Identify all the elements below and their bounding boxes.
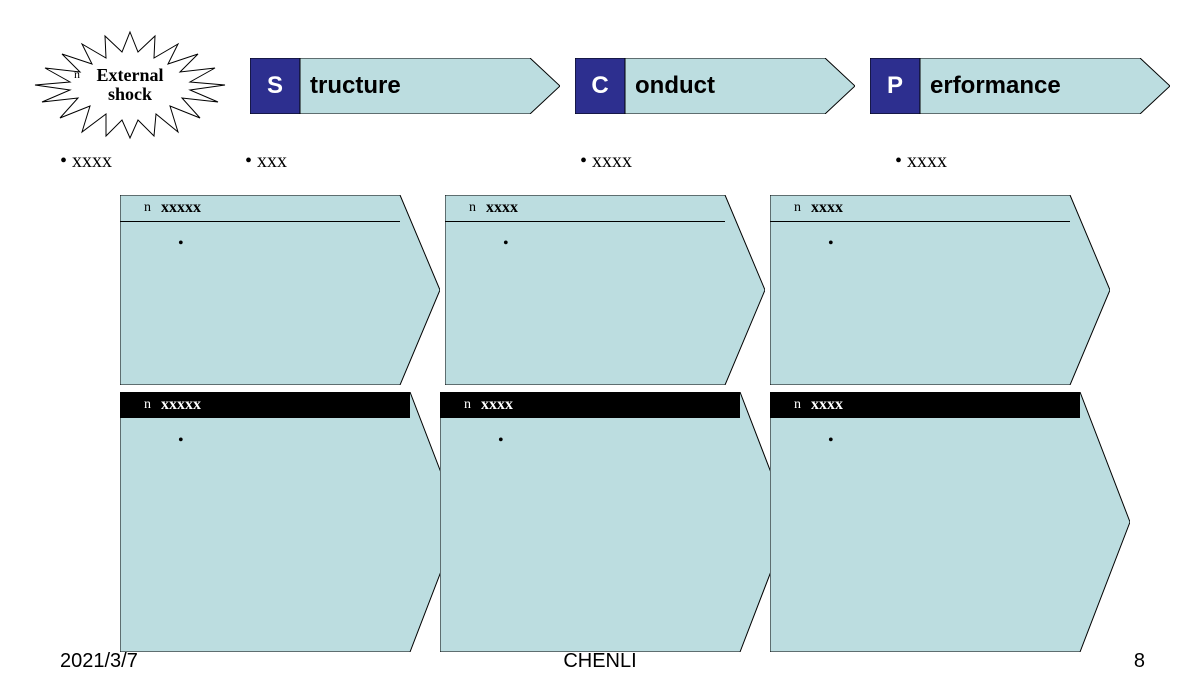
n-mark: n bbox=[469, 200, 476, 216]
n-mark: n bbox=[144, 200, 151, 216]
top-bullet-1: • xxx bbox=[245, 150, 287, 173]
bot-panel-2-header: n xxxx bbox=[770, 392, 1080, 418]
bot-panel-2-bullet: • bbox=[828, 432, 834, 450]
mid-panel-1: n xxxx • bbox=[445, 195, 765, 385]
bot-panel-0-title: xxxxx bbox=[161, 396, 201, 414]
bot-panel-2: n xxxx • bbox=[770, 392, 1130, 652]
bot-panel-1-bullet: • bbox=[498, 432, 504, 450]
top-bullet-3: • xxxx bbox=[895, 150, 947, 173]
bot-panel-0-bullet: • bbox=[178, 432, 184, 450]
scp-letter-p: P bbox=[870, 58, 920, 114]
footer-page-number: 8 bbox=[1134, 650, 1145, 673]
top-bullet-0: • xxxx bbox=[60, 150, 112, 173]
scp-arrow-conduct: C onduct bbox=[575, 58, 855, 114]
n-mark: n bbox=[144, 397, 151, 413]
scp-arrow-performance: P erformance bbox=[870, 58, 1170, 114]
top-bullet-2: • xxxx bbox=[580, 150, 632, 173]
n-mark: n bbox=[794, 397, 801, 413]
mid-panel-0-header: n xxxxx bbox=[120, 195, 400, 221]
scp-rest-conduct: onduct bbox=[635, 58, 715, 114]
n-mark: n bbox=[464, 397, 471, 413]
divider bbox=[120, 221, 400, 222]
scp-arrow-structure: S tructure bbox=[250, 58, 560, 114]
n-mark: n bbox=[794, 200, 801, 216]
divider bbox=[445, 221, 725, 222]
bot-panel-1-title: xxxx bbox=[481, 396, 513, 414]
bot-panel-2-title: xxxx bbox=[811, 396, 843, 414]
bot-row: n xxxxx • n xxxx • n xxxx • bbox=[120, 392, 1120, 652]
starburst: n External shock bbox=[20, 30, 240, 140]
divider bbox=[770, 221, 1070, 222]
mid-panel-1-title: xxxx bbox=[486, 199, 518, 217]
mid-row: n xxxxx • n xxxx • n xxxx • bbox=[120, 195, 1120, 385]
scp-rest-structure: tructure bbox=[310, 58, 401, 114]
footer-date: 2021/3/7 bbox=[60, 650, 138, 673]
bot-panel-0-header: n xxxxx bbox=[120, 392, 410, 418]
bot-panel-1-header: n xxxx bbox=[440, 392, 740, 418]
mid-panel-2: n xxxx • bbox=[770, 195, 1110, 385]
mid-panel-2-header: n xxxx bbox=[770, 195, 1070, 221]
starburst-icon bbox=[20, 30, 240, 140]
mid-panel-1-header: n xxxx bbox=[445, 195, 725, 221]
footer-author: CHENLI bbox=[563, 650, 636, 673]
top-bullets: • xxxx • xxx • xxxx • xxxx bbox=[0, 150, 1200, 180]
mid-panel-0-bullet: • bbox=[178, 235, 184, 253]
bot-panel-0: n xxxxx • bbox=[120, 392, 460, 652]
scp-letter-s: S bbox=[250, 58, 300, 114]
mid-panel-0: n xxxxx • bbox=[120, 195, 440, 385]
scp-rest-performance: erformance bbox=[930, 58, 1061, 114]
mid-panel-1-bullet: • bbox=[503, 235, 509, 253]
scp-letter-c: C bbox=[575, 58, 625, 114]
top-row: n External shock S tructure C onduct P e… bbox=[20, 40, 1180, 140]
mid-panel-2-bullet: • bbox=[828, 235, 834, 253]
mid-panel-0-title: xxxxx bbox=[161, 199, 201, 217]
slide: n External shock S tructure C onduct P e… bbox=[0, 0, 1200, 680]
mid-panel-2-title: xxxx bbox=[811, 199, 843, 217]
bot-panel-1: n xxxx • bbox=[440, 392, 790, 652]
